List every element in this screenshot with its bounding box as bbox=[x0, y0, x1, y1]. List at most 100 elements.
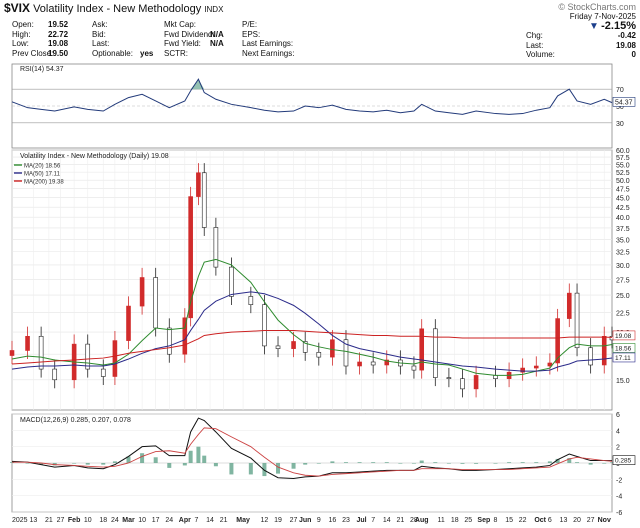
macd-histogram-bar bbox=[520, 462, 525, 463]
macd-histogram-bar bbox=[72, 463, 77, 464]
macd-x-tick-label: 18 bbox=[451, 517, 459, 524]
macd-tick-label: -2 bbox=[616, 477, 622, 484]
macd-signal-line bbox=[12, 427, 613, 477]
price-tick-label: 37.5 bbox=[616, 226, 630, 233]
price-last-label: 18.56 bbox=[615, 345, 632, 352]
rsi-tick-label: 30 bbox=[616, 121, 624, 128]
macd-histogram-bar bbox=[303, 463, 308, 465]
macd-histogram-bar bbox=[276, 463, 281, 474]
macd-histogram-bar bbox=[202, 455, 207, 463]
macd-histogram-bar bbox=[575, 462, 580, 463]
price-candle bbox=[52, 368, 58, 381]
macd-x-tick-label: 16 bbox=[328, 517, 336, 524]
price-candle bbox=[100, 368, 106, 377]
macd-histogram-bar bbox=[446, 463, 451, 464]
price-candle bbox=[213, 227, 219, 268]
macd-histogram-bar bbox=[229, 463, 234, 475]
macd-histogram-bar bbox=[493, 463, 498, 464]
macd-histogram-bar bbox=[343, 462, 348, 463]
macd-histogram-bar bbox=[602, 463, 607, 464]
macd-x-tick-label: 28 bbox=[410, 517, 418, 524]
price-candle bbox=[370, 361, 376, 366]
price-candle bbox=[38, 335, 44, 370]
symbol-name: Volatility Index - New Methodology bbox=[33, 3, 202, 15]
price-candle bbox=[411, 365, 417, 371]
macd-x-tick-label: 24 bbox=[111, 517, 119, 524]
macd-histogram-bar bbox=[507, 462, 512, 463]
macd-x-tick-label: May bbox=[236, 517, 250, 524]
macd-x-tick-label: Nov bbox=[598, 517, 611, 524]
price-candle bbox=[473, 375, 479, 390]
macd-histogram-bar bbox=[460, 463, 465, 464]
macd-histogram-bar bbox=[167, 463, 172, 468]
macd-histogram-bar bbox=[291, 463, 296, 469]
macd-histogram-bar bbox=[398, 463, 403, 464]
macd-x-tick-label: 27 bbox=[587, 517, 595, 524]
price-candle bbox=[196, 172, 201, 197]
macd-x-tick-label: 2025 bbox=[12, 517, 28, 524]
rsi-title: RSI(14) 54.37 bbox=[20, 66, 64, 73]
price-title: Volatility Index - New Methodology (Dail… bbox=[20, 153, 169, 160]
macd-x-tick-label: 6 bbox=[548, 517, 552, 524]
legend-entry: MA(20) 18.56 bbox=[24, 164, 61, 170]
macd-x-tick-label: 13 bbox=[29, 517, 37, 524]
macd-histogram-bar bbox=[153, 457, 158, 463]
price-candle bbox=[262, 304, 267, 347]
price-candle bbox=[188, 196, 193, 319]
macd-tick-label: -6 bbox=[616, 510, 622, 517]
price-candle bbox=[302, 341, 308, 353]
macd-histogram-bar bbox=[433, 462, 438, 463]
macd-x-tick-label: 13 bbox=[560, 517, 568, 524]
macd-x-tick-label: Jun bbox=[299, 517, 311, 524]
macd-histogram-bar bbox=[262, 463, 267, 477]
price-tick-label: 40.0 bbox=[616, 215, 630, 222]
macd-x-tick-label: Oct bbox=[534, 517, 546, 524]
symbol: $VIX bbox=[4, 1, 31, 15]
macd-x-tick-label: 23 bbox=[342, 517, 350, 524]
quote-col-2: Ask: Bid: Last: Optionable: yes bbox=[92, 20, 154, 58]
rsi-line bbox=[11, 78, 613, 115]
ma-line-2 bbox=[11, 291, 613, 372]
price-tick-label: 45.0 bbox=[616, 196, 630, 203]
macd-x-tick-label: 21 bbox=[45, 517, 53, 524]
macd-histogram-bar bbox=[213, 463, 218, 467]
macd-x-tick-label: 10 bbox=[84, 517, 92, 524]
macd-x-tick-label: 9 bbox=[317, 517, 321, 524]
macd-x-tick-label: 19 bbox=[274, 517, 282, 524]
macd-title: MACD(12,26,9) 0.285, 0.207, 0.078 bbox=[20, 417, 131, 424]
price-candle bbox=[460, 378, 465, 390]
watermark: © StockCharts.com bbox=[558, 2, 636, 12]
macd-x-tick-label: 27 bbox=[290, 517, 298, 524]
down-triangle-icon: ▼ bbox=[589, 20, 599, 32]
price-tick-label: 25.0 bbox=[616, 293, 630, 300]
price-last-label-box bbox=[612, 330, 636, 341]
price-tick-label: 30.0 bbox=[616, 263, 630, 270]
price-candle bbox=[112, 340, 118, 377]
macd-x-tick-label: 8 bbox=[494, 517, 498, 524]
price-tick-label: 27.5 bbox=[616, 277, 630, 284]
macd-x-tick-label: 10 bbox=[138, 517, 146, 524]
macd-histogram-bar bbox=[140, 453, 145, 463]
price-candle bbox=[419, 328, 425, 371]
macd-histogram-bar bbox=[474, 463, 479, 464]
right-quote: Friday 7-Nov-2025 ▼ -2.15% Chg: -0.42 Las… bbox=[526, 12, 636, 60]
rsi-tick-label: 70 bbox=[616, 87, 624, 94]
rsi-tick-label: 50 bbox=[616, 104, 624, 111]
macd-histogram-bar bbox=[196, 446, 201, 463]
price-tick-label: 47.5 bbox=[616, 187, 630, 194]
macd-histogram-bar bbox=[419, 460, 424, 463]
macd-x-tick-label: 24 bbox=[165, 517, 173, 524]
price-tick-label: 15.0 bbox=[616, 378, 630, 385]
macd-histogram-bar bbox=[101, 463, 106, 465]
quote-col-3: Mkt Cap: Fwd Dividend: N/A Fwd Yield: N/A … bbox=[164, 20, 224, 58]
macd-x-tick-label: 11 bbox=[437, 517, 444, 524]
price-last-label: 17.11 bbox=[615, 355, 631, 362]
macd-histogram-bar bbox=[534, 462, 539, 463]
macd-x-tick-label: 20 bbox=[573, 517, 581, 524]
rsi-last-label: 54.37 bbox=[615, 99, 633, 106]
macd-histogram-bar bbox=[188, 450, 193, 463]
macd-x-tick-label: Mar bbox=[122, 517, 135, 524]
price-candle bbox=[601, 335, 607, 366]
price-candle bbox=[533, 365, 539, 369]
